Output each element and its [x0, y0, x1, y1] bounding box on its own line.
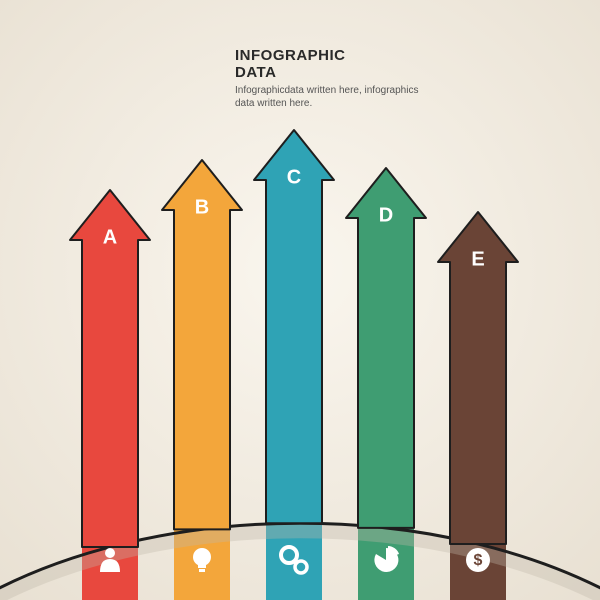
page-title: INFOGRAPHIC DATA [235, 48, 435, 81]
dollar-icon: $ [466, 548, 490, 572]
svg-text:$: $ [474, 552, 483, 569]
header-block: INFOGRAPHIC DATA Infographicdata written… [235, 48, 435, 110]
arrow-label-A: A [103, 226, 117, 248]
page-subtitle: Infographicdata written here, infographi… [235, 85, 435, 110]
arrow-label-D: D [379, 204, 393, 226]
infographic-canvas: infographicdatainfographicdatainfographi… [0, 0, 600, 600]
arrow-C [254, 130, 334, 523]
arrow-label-B: B [195, 196, 209, 218]
arrow-label-E: E [471, 248, 484, 270]
arrow-label-C: C [287, 166, 301, 188]
